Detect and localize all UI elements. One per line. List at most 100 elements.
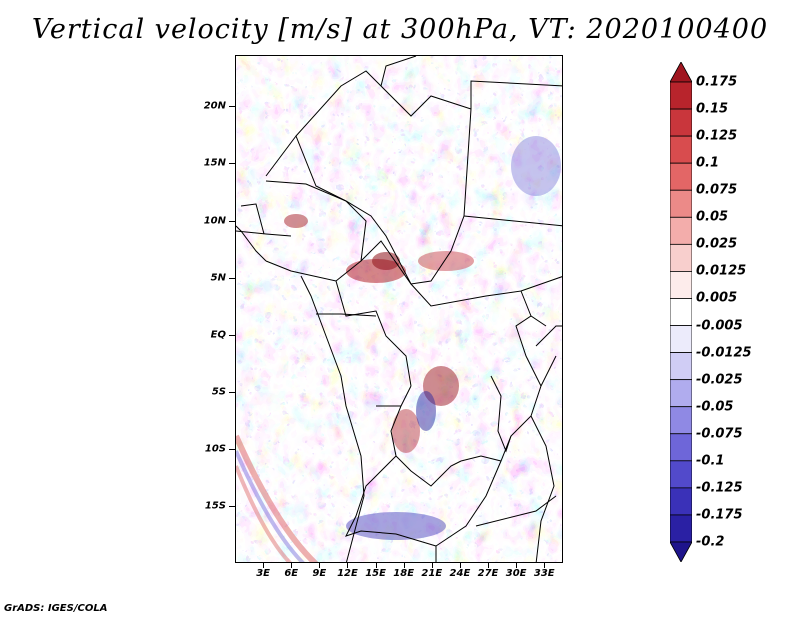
- lon-tick: [516, 563, 518, 568]
- velocity-field-map: [236, 56, 562, 562]
- colorbar-level-label: -0.075: [696, 426, 743, 442]
- lake-shore: [535, 325, 562, 347]
- strong-ascent-patch: [392, 409, 420, 453]
- colorbar-segment: [670, 189, 692, 218]
- lon-label: 21E: [421, 568, 443, 579]
- lon-tick: [347, 563, 349, 568]
- lon-tick: [291, 563, 293, 568]
- colorbar-segment: [670, 162, 692, 191]
- lon-tick: [544, 563, 546, 568]
- colorbar-segment: [670, 243, 692, 272]
- border-outline: [295, 70, 472, 285]
- border-line: [345, 455, 437, 547]
- lon-tick: [403, 563, 405, 568]
- gravity-wave-band: [236, 450, 305, 562]
- colorbar-segment: [670, 298, 692, 326]
- colorbar-level-label: 0.05: [696, 209, 729, 225]
- colorbar-level-label: -0.0125: [696, 345, 752, 361]
- colorbar: [670, 62, 692, 562]
- border-line: [470, 80, 562, 109]
- lon-label: 24E: [449, 568, 471, 579]
- border-line: [390, 385, 462, 487]
- chart-title: Vertical velocity [m/s] at 300hPa, VT: 2…: [31, 14, 769, 45]
- gravity-wave-band: [236, 434, 319, 562]
- colorbar-level-label: -0.005: [696, 318, 743, 334]
- colorbar-level-label: -0.175: [696, 507, 743, 523]
- lat-label: 15S: [204, 500, 226, 512]
- border-line: [240, 203, 265, 235]
- lon-label: 3E: [256, 568, 271, 579]
- lat-tick: [229, 334, 235, 336]
- colorbar-level-label: 0.0125: [696, 263, 747, 279]
- lon-label: 15E: [365, 568, 386, 579]
- border-line: [530, 415, 555, 562]
- coastline: [236, 225, 267, 262]
- velocity-detail-texture: [236, 56, 562, 562]
- lat-tick: [229, 505, 235, 507]
- colorbar-segment: [670, 406, 692, 435]
- border-line: [460, 455, 502, 462]
- strong-ascent-patch: [284, 214, 308, 228]
- coastline: [236, 230, 292, 237]
- lon-label: 12E: [337, 568, 358, 579]
- colorbar-segment: [670, 135, 692, 164]
- colorbar-level-label: 0.005: [696, 290, 738, 306]
- lat-tick: [229, 163, 235, 165]
- colorbar-segment: [670, 433, 692, 462]
- lon-label: 33E: [533, 568, 555, 579]
- colorbar-level-label: -0.025: [696, 372, 743, 388]
- country-borders: [236, 56, 562, 562]
- colorbar-segment: [670, 216, 692, 245]
- lon-tick: [375, 563, 377, 568]
- colorbar-level-label: 0.175: [696, 74, 738, 90]
- border-line: [463, 215, 562, 227]
- lon-label: 6E: [284, 568, 299, 579]
- colorbar-level-label: -0.05: [696, 399, 734, 415]
- coastline: [300, 275, 365, 562]
- lat-label: EQ: [210, 329, 226, 341]
- colorbar-level-label: 0.075: [696, 182, 738, 198]
- strong-descent-patch: [346, 512, 446, 540]
- colorbar-segment: [670, 514, 692, 543]
- map-panel: [235, 55, 563, 563]
- border-line: [316, 313, 377, 317]
- lon-label: 9E: [312, 568, 327, 579]
- border-line: [265, 180, 367, 282]
- lat-tick: [229, 277, 235, 279]
- border-line: [475, 495, 557, 527]
- colorbar-level-label: 0.025: [696, 236, 738, 252]
- colorbar-segment: [670, 108, 692, 137]
- lat-label: 5S: [211, 386, 226, 398]
- border-line: [520, 276, 562, 292]
- lat-label: 10S: [204, 443, 226, 455]
- colorbar-level-label: 0.125: [696, 128, 738, 144]
- border-line: [515, 315, 547, 387]
- lat-label: 15N: [203, 157, 226, 169]
- lon-tick: [488, 563, 490, 568]
- colorbar-segment: [670, 487, 692, 516]
- border-line: [335, 280, 412, 387]
- lat-tick: [229, 220, 235, 222]
- lon-tick: [431, 563, 433, 568]
- lon-label: 18E: [393, 568, 415, 579]
- lon-tick: [319, 563, 321, 568]
- strong-descent-patch: [416, 391, 436, 431]
- colorbar-segment: [670, 81, 692, 110]
- strong-ascent-patch: [372, 252, 400, 270]
- colorbar-segment: [670, 460, 692, 489]
- lake-shore: [490, 375, 512, 453]
- colorbar-level-label: -0.2: [696, 534, 725, 550]
- lat-tick: [229, 448, 235, 450]
- border-line: [435, 355, 557, 547]
- lon-tick: [459, 563, 461, 568]
- colorbar-level-label: 0.15: [696, 101, 729, 117]
- lon-label: 27E: [477, 568, 499, 579]
- footer-credit: GrADS: IGES/COLA: [4, 603, 108, 614]
- colorbar-level-label: -0.1: [696, 453, 725, 469]
- colorbar-segment: [670, 325, 692, 353]
- lon-tick: [263, 563, 265, 568]
- colorbar-segment: [670, 379, 692, 408]
- colorbar-segment: [670, 271, 692, 299]
- descent-region: [511, 136, 561, 196]
- lat-tick: [229, 106, 235, 108]
